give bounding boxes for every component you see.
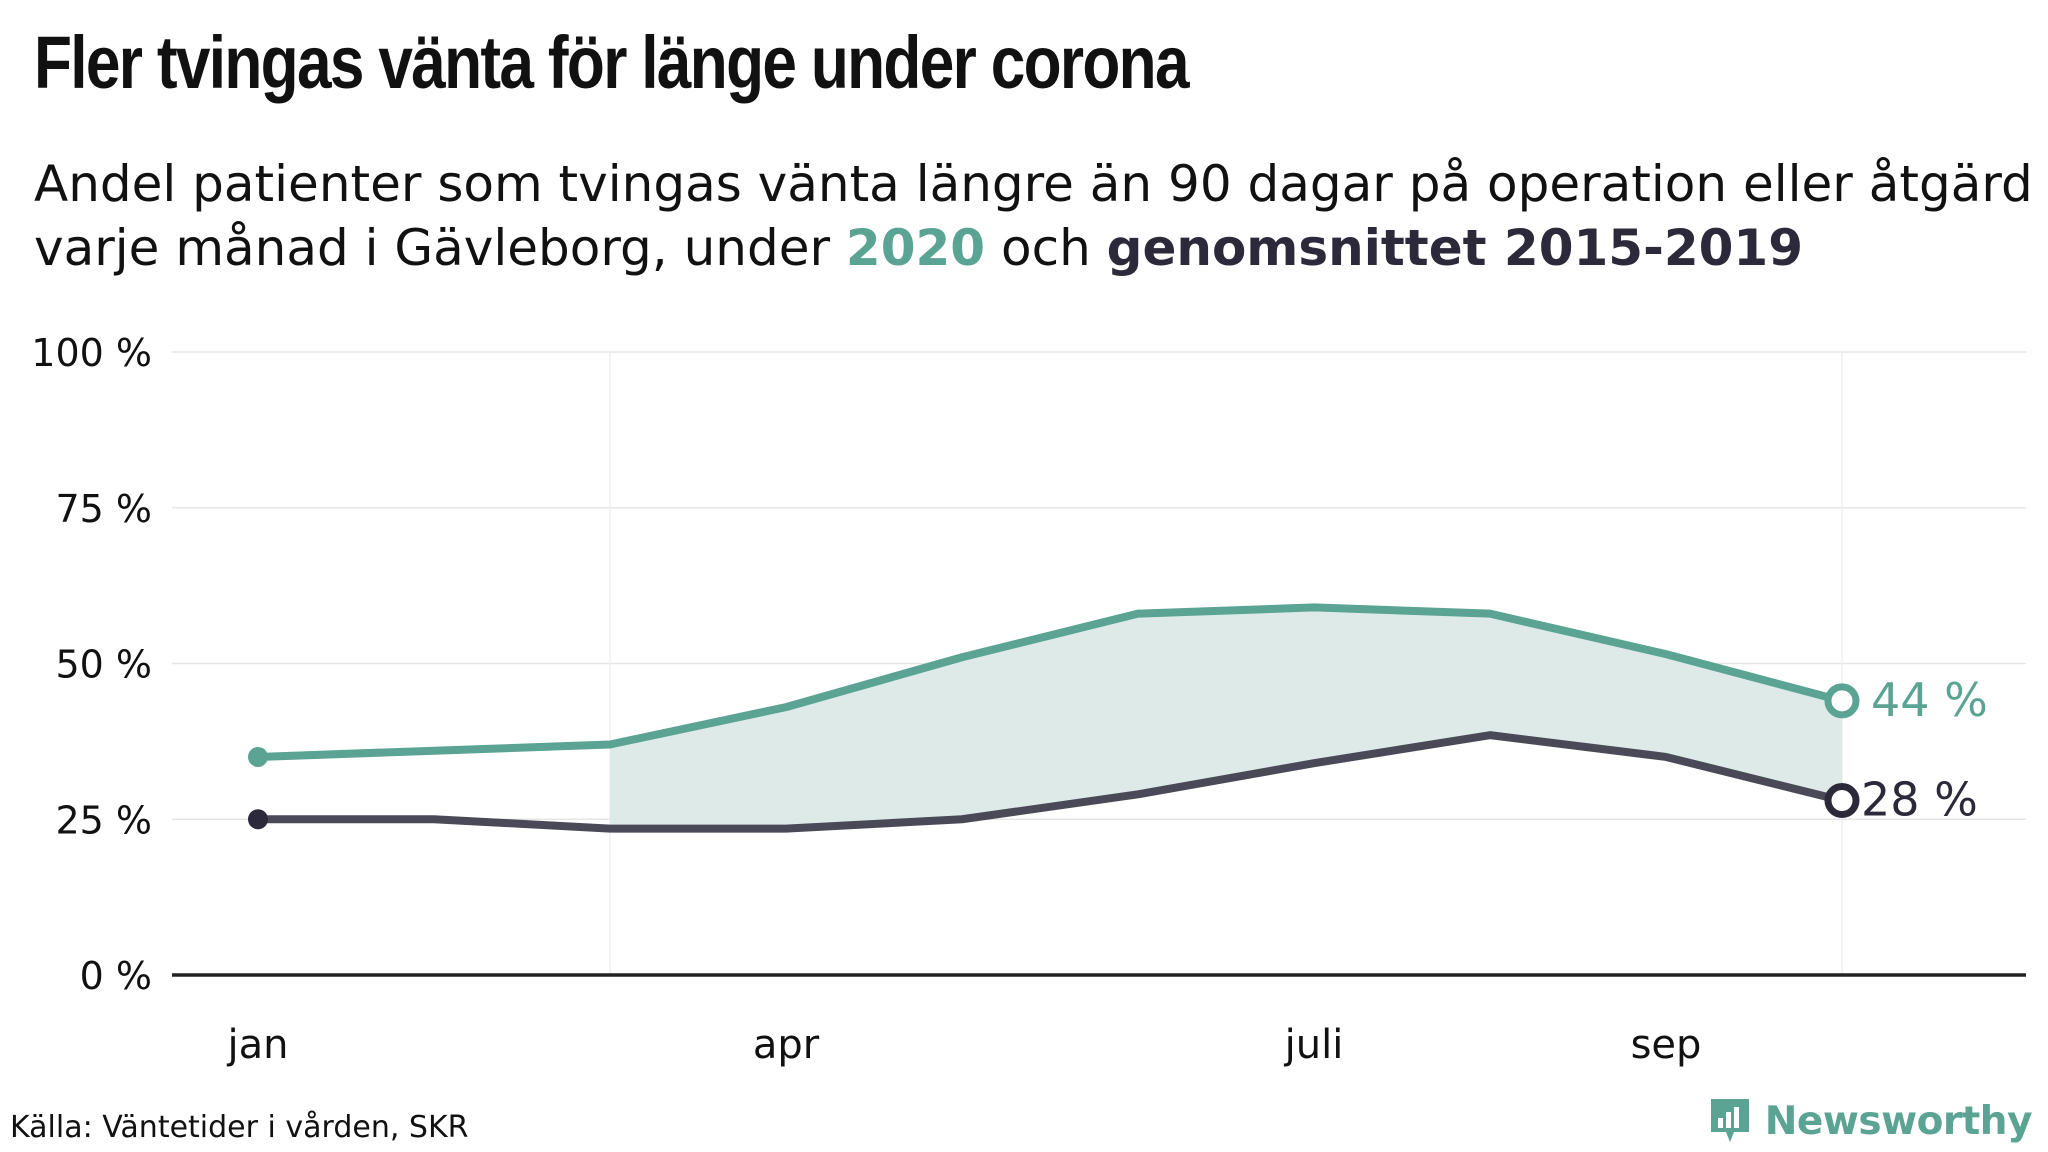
y-tick-labels: 0 % 25 % 50 % 75 % 100 % (31, 331, 152, 998)
x-tick-label: apr (753, 1022, 820, 1068)
data-point-average-start (248, 809, 268, 830)
chart-title: Fler tvingas vänta för länge under coron… (34, 21, 1190, 104)
legend-2020: 2020 (845, 219, 986, 277)
bar-chart-flag-icon (1710, 1099, 1749, 1142)
x-tick-label: sep (1631, 1022, 1702, 1068)
legend-average: genomsnittet 2015-2019 (1106, 219, 1803, 277)
subtitle-mid: och (985, 219, 1107, 277)
y-tick-label: 0 % (80, 954, 152, 998)
series-points (248, 683, 1860, 830)
brand-logo: Newsworthy (1707, 1096, 2033, 1146)
difference-area (610, 607, 1842, 829)
series-line-2020 (254, 603, 1846, 761)
data-point-2020-start (248, 746, 268, 767)
series-lines (254, 603, 1846, 833)
data-point-average-end (1824, 783, 1860, 819)
x-tick-label: juli (1284, 1022, 1344, 1068)
end-label-average: 28 % (1861, 773, 1978, 827)
line-chart: 0 % 25 % 50 % 75 % 100 % jan apr juli sep 44 % 2… (31, 331, 2026, 1068)
end-label-2020: 44 % (1871, 673, 1988, 727)
y-tick-label: 75 % (55, 487, 152, 531)
x-tick-labels: jan apr juli sep (227, 1022, 1702, 1068)
brand-name: Newsworthy (1764, 1098, 2033, 1144)
end-labels: 44 % 28 % (1861, 673, 1988, 827)
vertical-guides (609, 352, 1843, 975)
y-tick-label: 25 % (55, 798, 152, 842)
series-line-average (254, 731, 1846, 833)
chart-subtitle: Andel patienter som tvingas vänta längre… (34, 152, 2034, 280)
y-tick-label: 100 % (31, 331, 152, 375)
subtitle-prefix: varje månad i Gävleborg, under (34, 219, 846, 277)
data-point-2020-end (1824, 683, 1860, 719)
x-tick-label: jan (227, 1022, 289, 1068)
subtitle-line-1: Andel patienter som tvingas vänta längre… (34, 155, 2033, 213)
subtitle-line-2: varje månad i Gävleborg, under 2020 och … (34, 216, 2034, 280)
y-tick-label: 50 % (55, 643, 152, 687)
difference-area-fill (610, 607, 1842, 829)
source-note: Källa: Väntetider i vården, SKR (10, 1110, 469, 1145)
